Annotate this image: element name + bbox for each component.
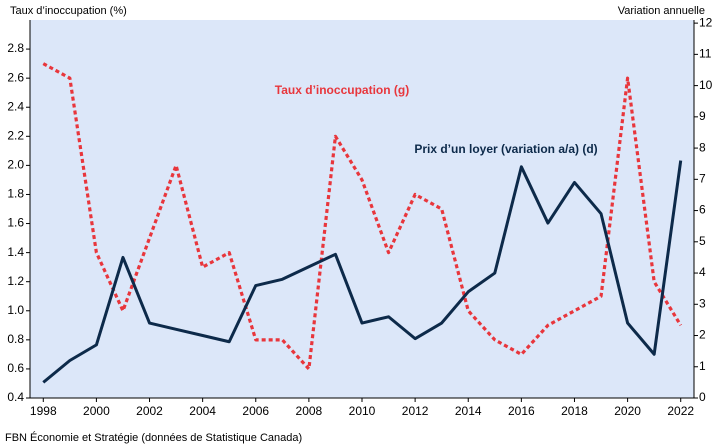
series-label: Prix d’un loyer (variation a/a) (d)	[414, 142, 597, 156]
y-tick-label: 1.6	[7, 216, 24, 230]
source: FBN Économie et Stratégie (données de St…	[5, 431, 302, 444]
y2-tick-label: 11	[699, 47, 712, 61]
x-tick-label: 2022	[667, 404, 694, 418]
y-tick-label: 2.8	[7, 41, 24, 55]
y2-axis-label: Variation annuelle	[618, 5, 705, 17]
y2-tick-label: 8	[699, 140, 706, 154]
x-tick-label: 2010	[349, 404, 376, 418]
y2-tick-label: 0	[699, 390, 706, 404]
y-tick-label: 0.8	[7, 332, 24, 346]
y-tick-label: 1.0	[7, 303, 24, 317]
y-tick-label: 2.2	[7, 128, 24, 142]
x-tick-label: 2004	[189, 404, 216, 418]
x-tick-label: 2016	[508, 404, 535, 418]
y2-tick-label: 2	[699, 328, 706, 342]
y2-tick-label: 5	[699, 234, 706, 248]
x-tick-label: 2008	[296, 404, 323, 418]
y-tick-label: 2.4	[7, 99, 24, 113]
x-tick-label: 2018	[561, 404, 588, 418]
x-tick-label: 2006	[242, 404, 269, 418]
x-tick-label: 2002	[136, 404, 163, 418]
y2-tick-label: 10	[699, 78, 713, 92]
y2-tick-label: 9	[699, 109, 706, 123]
series-label: Taux d’inoccupation (g)	[275, 83, 409, 97]
series-line	[42, 160, 683, 384]
x-tick-label: 2014	[455, 404, 482, 418]
y2-tick-label: 3	[699, 296, 706, 310]
y-tick-label: 0.4	[7, 390, 24, 404]
x-tick-label: 1998	[30, 404, 57, 418]
y2-tick-label: 4	[699, 265, 706, 279]
series-line	[42, 62, 683, 371]
plot-area	[30, 20, 694, 398]
y-tick-label: 1.8	[7, 187, 24, 201]
y-tick-label: 0.6	[7, 361, 24, 375]
y2-tick-label: 7	[699, 171, 706, 185]
x-tick-label: 2020	[614, 404, 641, 418]
y-tick-label: 1.4	[7, 245, 24, 259]
y-tick-label: 2.6	[7, 70, 24, 84]
y2-tick-label: 1	[699, 359, 706, 373]
y2-tick-label: 12	[699, 15, 713, 29]
y2-tick-label: 6	[699, 203, 706, 217]
y-axis-label: Taux d’inoccupation (%)	[10, 5, 127, 17]
x-tick-label: 2000	[83, 404, 110, 418]
x-tick-label: 2012	[402, 404, 429, 418]
y-tick-label: 2.0	[7, 158, 24, 172]
y-tick-label: 1.2	[7, 274, 24, 288]
